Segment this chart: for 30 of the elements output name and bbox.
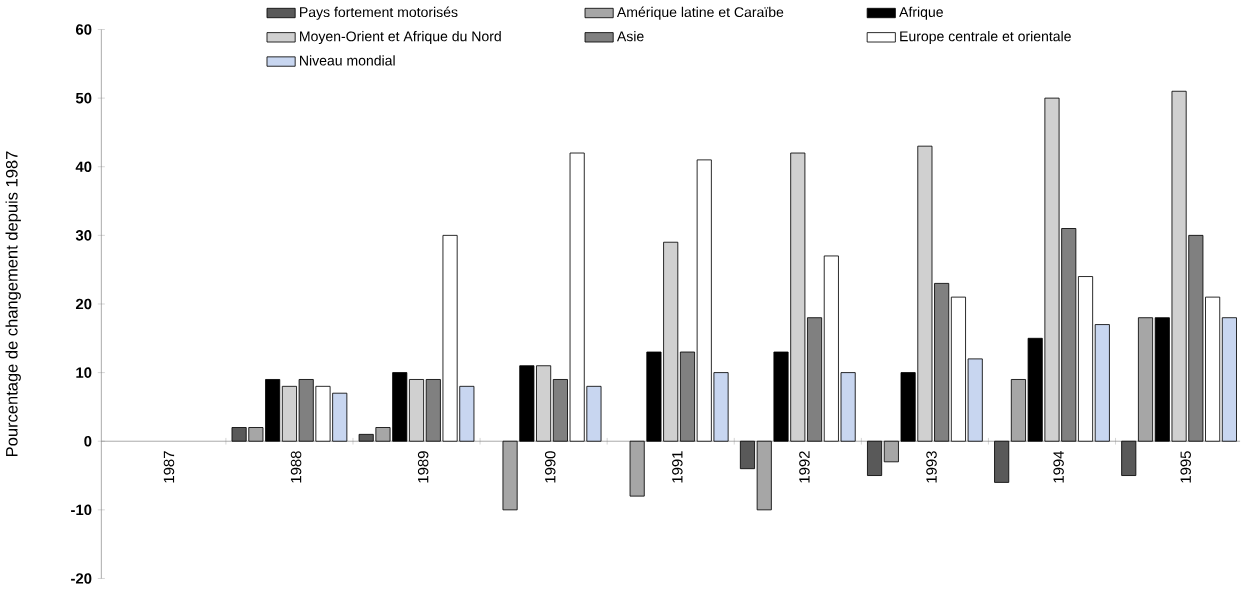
bar [994, 440, 1010, 483]
x-tick-label: 1995 [1180, 451, 1191, 483]
x-tick-label: 1987 [163, 451, 175, 483]
y-tick-label: 60 [75, 24, 92, 35]
y-tick-label: -10 [71, 504, 92, 516]
y-tick-label: 50 [75, 92, 92, 104]
legend-label: Niveau mondial [300, 55, 395, 66]
x-tick-label: 1993 [926, 451, 937, 483]
bar [1094, 324, 1110, 442]
legend-label: Asie [616, 30, 644, 42]
x-tick-label: 1988 [290, 451, 302, 483]
y-tick-label: 30 [75, 229, 92, 241]
x-tick-label: 1992 [799, 451, 810, 483]
y-tick-label: 10 [76, 367, 92, 378]
y-tick-label: -20 [71, 573, 92, 584]
x-tick-label: 1994 [1053, 450, 1064, 483]
y-tick-label: 20 [75, 298, 92, 310]
bar [867, 440, 883, 476]
legend-label: Afrique [899, 6, 943, 20]
y-axis-title: Pourcentage de changement depuis 1987 [5, 151, 21, 456]
legend-label: Pays fortement motorisés [300, 6, 458, 20]
y-tick-label: 40 [75, 161, 92, 172]
bar [1221, 317, 1237, 442]
x-tick-label: 1991 [672, 451, 683, 483]
legend-label: Amérique latine et Caraïbe [616, 6, 784, 20]
x-tick-label: 1989 [417, 451, 429, 483]
y-tick-label: 0 [84, 435, 92, 447]
legend-label: Moyen-Orient et Afrique du Nord [300, 30, 501, 44]
x-tick-label: 1990 [544, 451, 556, 483]
legend-label: Europe centrale et orientale [900, 30, 1071, 44]
